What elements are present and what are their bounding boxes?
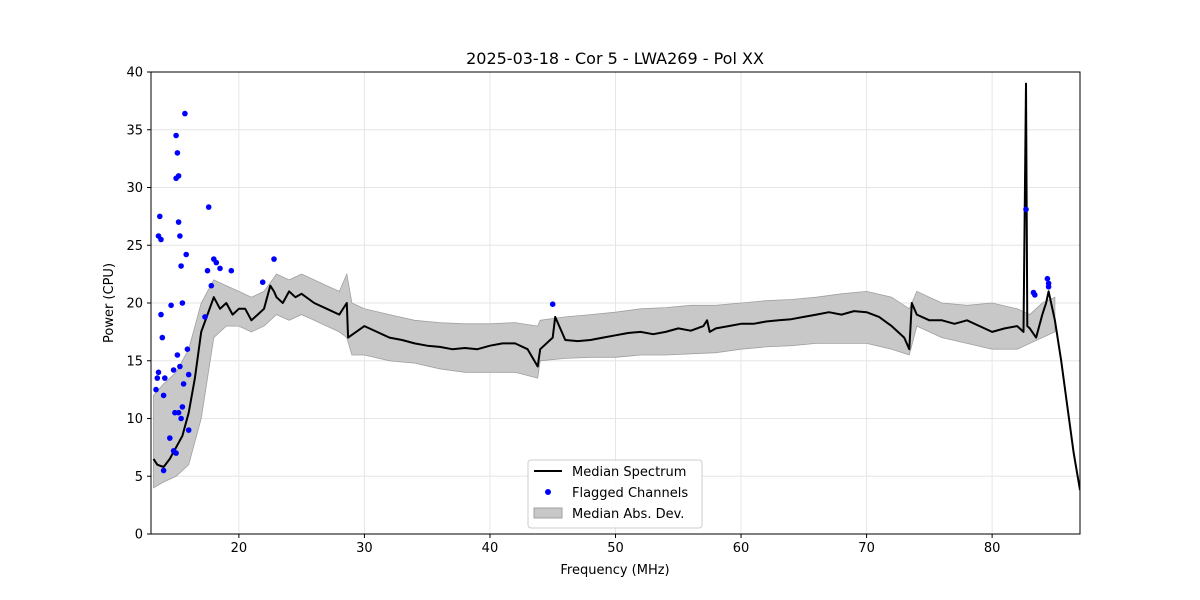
y-tick-label: 30 xyxy=(126,181,143,196)
y-axis-label: Power (CPU) xyxy=(102,263,117,343)
flagged-point xyxy=(174,352,181,358)
y-tick-label: 0 xyxy=(135,528,143,543)
y-tick-label: 15 xyxy=(126,354,143,369)
flagged-point xyxy=(178,415,184,422)
legend-entry-median: Median Spectrum xyxy=(572,465,686,480)
flagged-point xyxy=(1045,284,1052,290)
x-axis: 20 30 40 50 60 70 80 xyxy=(231,534,1001,556)
x-tick-label: 60 xyxy=(733,541,750,556)
flagged-point xyxy=(157,213,163,220)
flagged-point xyxy=(173,132,179,139)
legend-box xyxy=(527,459,703,529)
flagged-point xyxy=(1023,206,1029,213)
x-tick-label: 80 xyxy=(984,541,1001,556)
flagged-point xyxy=(179,300,186,306)
x-tick-label: 30 xyxy=(356,541,373,556)
flagged-point xyxy=(175,219,182,225)
flagged-point xyxy=(180,381,187,387)
flagged-point xyxy=(160,392,167,399)
flagged-point xyxy=(202,314,208,320)
median-line xyxy=(152,82,1080,491)
chart-title: 2025-03-18 - Cor 5 - LWA269 - Pol XX xyxy=(466,49,764,68)
legend-dot-icon xyxy=(545,489,551,495)
flagged-point xyxy=(174,150,181,156)
flagged-point xyxy=(153,386,159,393)
flagged-point xyxy=(159,334,166,341)
flagged-point xyxy=(185,427,192,433)
flagged-point xyxy=(154,375,161,381)
y-axis: 0 5 10 15 20 25 30 35 40 xyxy=(126,66,151,543)
legend-entry-flagged: Flagged Channels xyxy=(572,486,688,501)
flagged-point xyxy=(217,265,223,272)
flagged-point xyxy=(160,467,167,474)
legend-patch-icon xyxy=(533,507,563,519)
mad-band xyxy=(153,272,1056,489)
flagged-point xyxy=(158,311,164,318)
flagged-point xyxy=(184,346,191,353)
x-tick-label: 40 xyxy=(482,541,499,556)
flagged-point xyxy=(183,251,189,258)
flagged-point xyxy=(168,302,174,309)
flagged-point xyxy=(208,282,215,289)
flagged-point xyxy=(179,404,186,410)
flagged-point xyxy=(177,233,183,239)
flagged-point xyxy=(271,256,277,262)
flagged-point xyxy=(1044,275,1051,282)
flagged-point xyxy=(177,363,183,370)
y-tick-label: 40 xyxy=(126,66,143,81)
plot-area xyxy=(152,82,1080,491)
flagged-point xyxy=(175,409,182,416)
flagged-point xyxy=(173,450,179,456)
flagged-point xyxy=(170,367,177,373)
x-tick-label: 50 xyxy=(607,541,624,556)
flagged-point xyxy=(259,279,266,286)
flagged-point xyxy=(204,267,211,274)
flagged-point xyxy=(549,301,556,308)
flagged-point xyxy=(167,435,173,441)
y-tick-label: 10 xyxy=(126,412,143,427)
flagged-point xyxy=(155,369,162,376)
legend-entry-mad: Median Abs. Dev. xyxy=(572,507,684,522)
flagged-point xyxy=(178,263,184,269)
y-tick-label: 20 xyxy=(126,297,143,312)
y-tick-label: 25 xyxy=(126,239,143,254)
x-axis-label: Frequency (MHz) xyxy=(560,563,669,578)
legend: Median Spectrum Flagged Channels Median … xyxy=(527,459,703,529)
flagged-point xyxy=(162,375,168,381)
y-tick-label: 35 xyxy=(126,123,143,138)
flagged-point xyxy=(158,236,164,243)
flagged-point xyxy=(213,259,220,266)
flagged-point xyxy=(228,267,235,274)
x-tick-label: 70 xyxy=(858,541,875,556)
flagged-point xyxy=(175,173,182,179)
x-tick-label: 20 xyxy=(231,541,248,556)
flagged-point xyxy=(1032,292,1038,298)
flagged-point xyxy=(205,204,212,210)
flagged-point xyxy=(185,371,192,378)
flagged-point xyxy=(182,110,188,117)
y-tick-label: 5 xyxy=(135,470,143,485)
